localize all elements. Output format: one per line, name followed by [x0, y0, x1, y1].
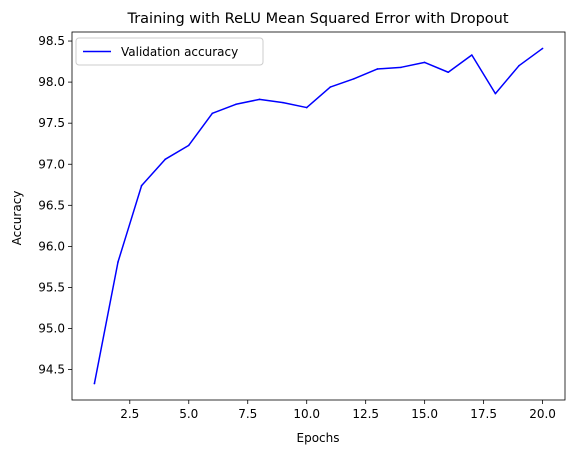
y-tick-label: 98.0: [38, 75, 65, 89]
x-tick-label: 5.0: [179, 407, 198, 421]
data-point: [164, 158, 166, 161]
x-tick-label: 2.5: [120, 407, 139, 421]
x-tick-label: 12.5: [352, 407, 379, 421]
data-point: [235, 103, 237, 106]
data-point: [258, 98, 261, 101]
legend: Validation accuracy: [75, 37, 264, 66]
data-point: [376, 68, 379, 70]
x-tick-label: 20.0: [529, 407, 556, 421]
y-axis-label: Accuracy: [10, 191, 24, 246]
data-point: [117, 261, 119, 263]
data-point: [494, 92, 497, 95]
y-tick-label: 94.5: [38, 363, 65, 377]
data-point: [447, 71, 450, 74]
y-tick-label: 95.5: [38, 280, 65, 294]
data-point: [282, 101, 284, 104]
data-point: [423, 61, 426, 64]
x-tick-label: 17.5: [470, 407, 497, 421]
data-point: [471, 54, 473, 56]
axes: 2.5 5.0 7.5 10.0 12.5 15.0 17.5 20.0 94.5 95.0 95.…: [38, 31, 566, 421]
x-tick-label: 7.5: [238, 407, 257, 421]
data-point: [305, 106, 308, 109]
data-point: [400, 66, 402, 69]
series-line: [93, 47, 544, 384]
data-point: [187, 144, 190, 147]
y-tick-label: 97.5: [38, 116, 65, 130]
x-tick-label: 10.0: [293, 407, 320, 421]
data-point: [211, 112, 214, 115]
data-point: [353, 78, 355, 80]
y-tick-label: 96.0: [38, 239, 65, 253]
y-tick-label: 97.0: [38, 157, 65, 171]
y-tick-label: 96.5: [38, 198, 65, 212]
y-tick-label: 98.5: [38, 34, 65, 48]
legend-box: [75, 37, 264, 66]
data-point: [329, 86, 332, 88]
chart-title: Training with ReLU Mean Squared Error wi…: [126, 11, 508, 27]
data-point: [541, 47, 544, 50]
axes-frame: [71, 31, 566, 401]
plot-area: [93, 47, 544, 385]
data-point: [140, 184, 143, 187]
legend-label: Validation accuracy: [121, 45, 238, 59]
data-point: [93, 382, 96, 385]
y-tick-label: 95.0: [38, 322, 65, 336]
x-tick-label: 15.0: [411, 407, 438, 421]
data-point: [518, 64, 520, 67]
x-axis-label: Epochs: [297, 431, 340, 445]
